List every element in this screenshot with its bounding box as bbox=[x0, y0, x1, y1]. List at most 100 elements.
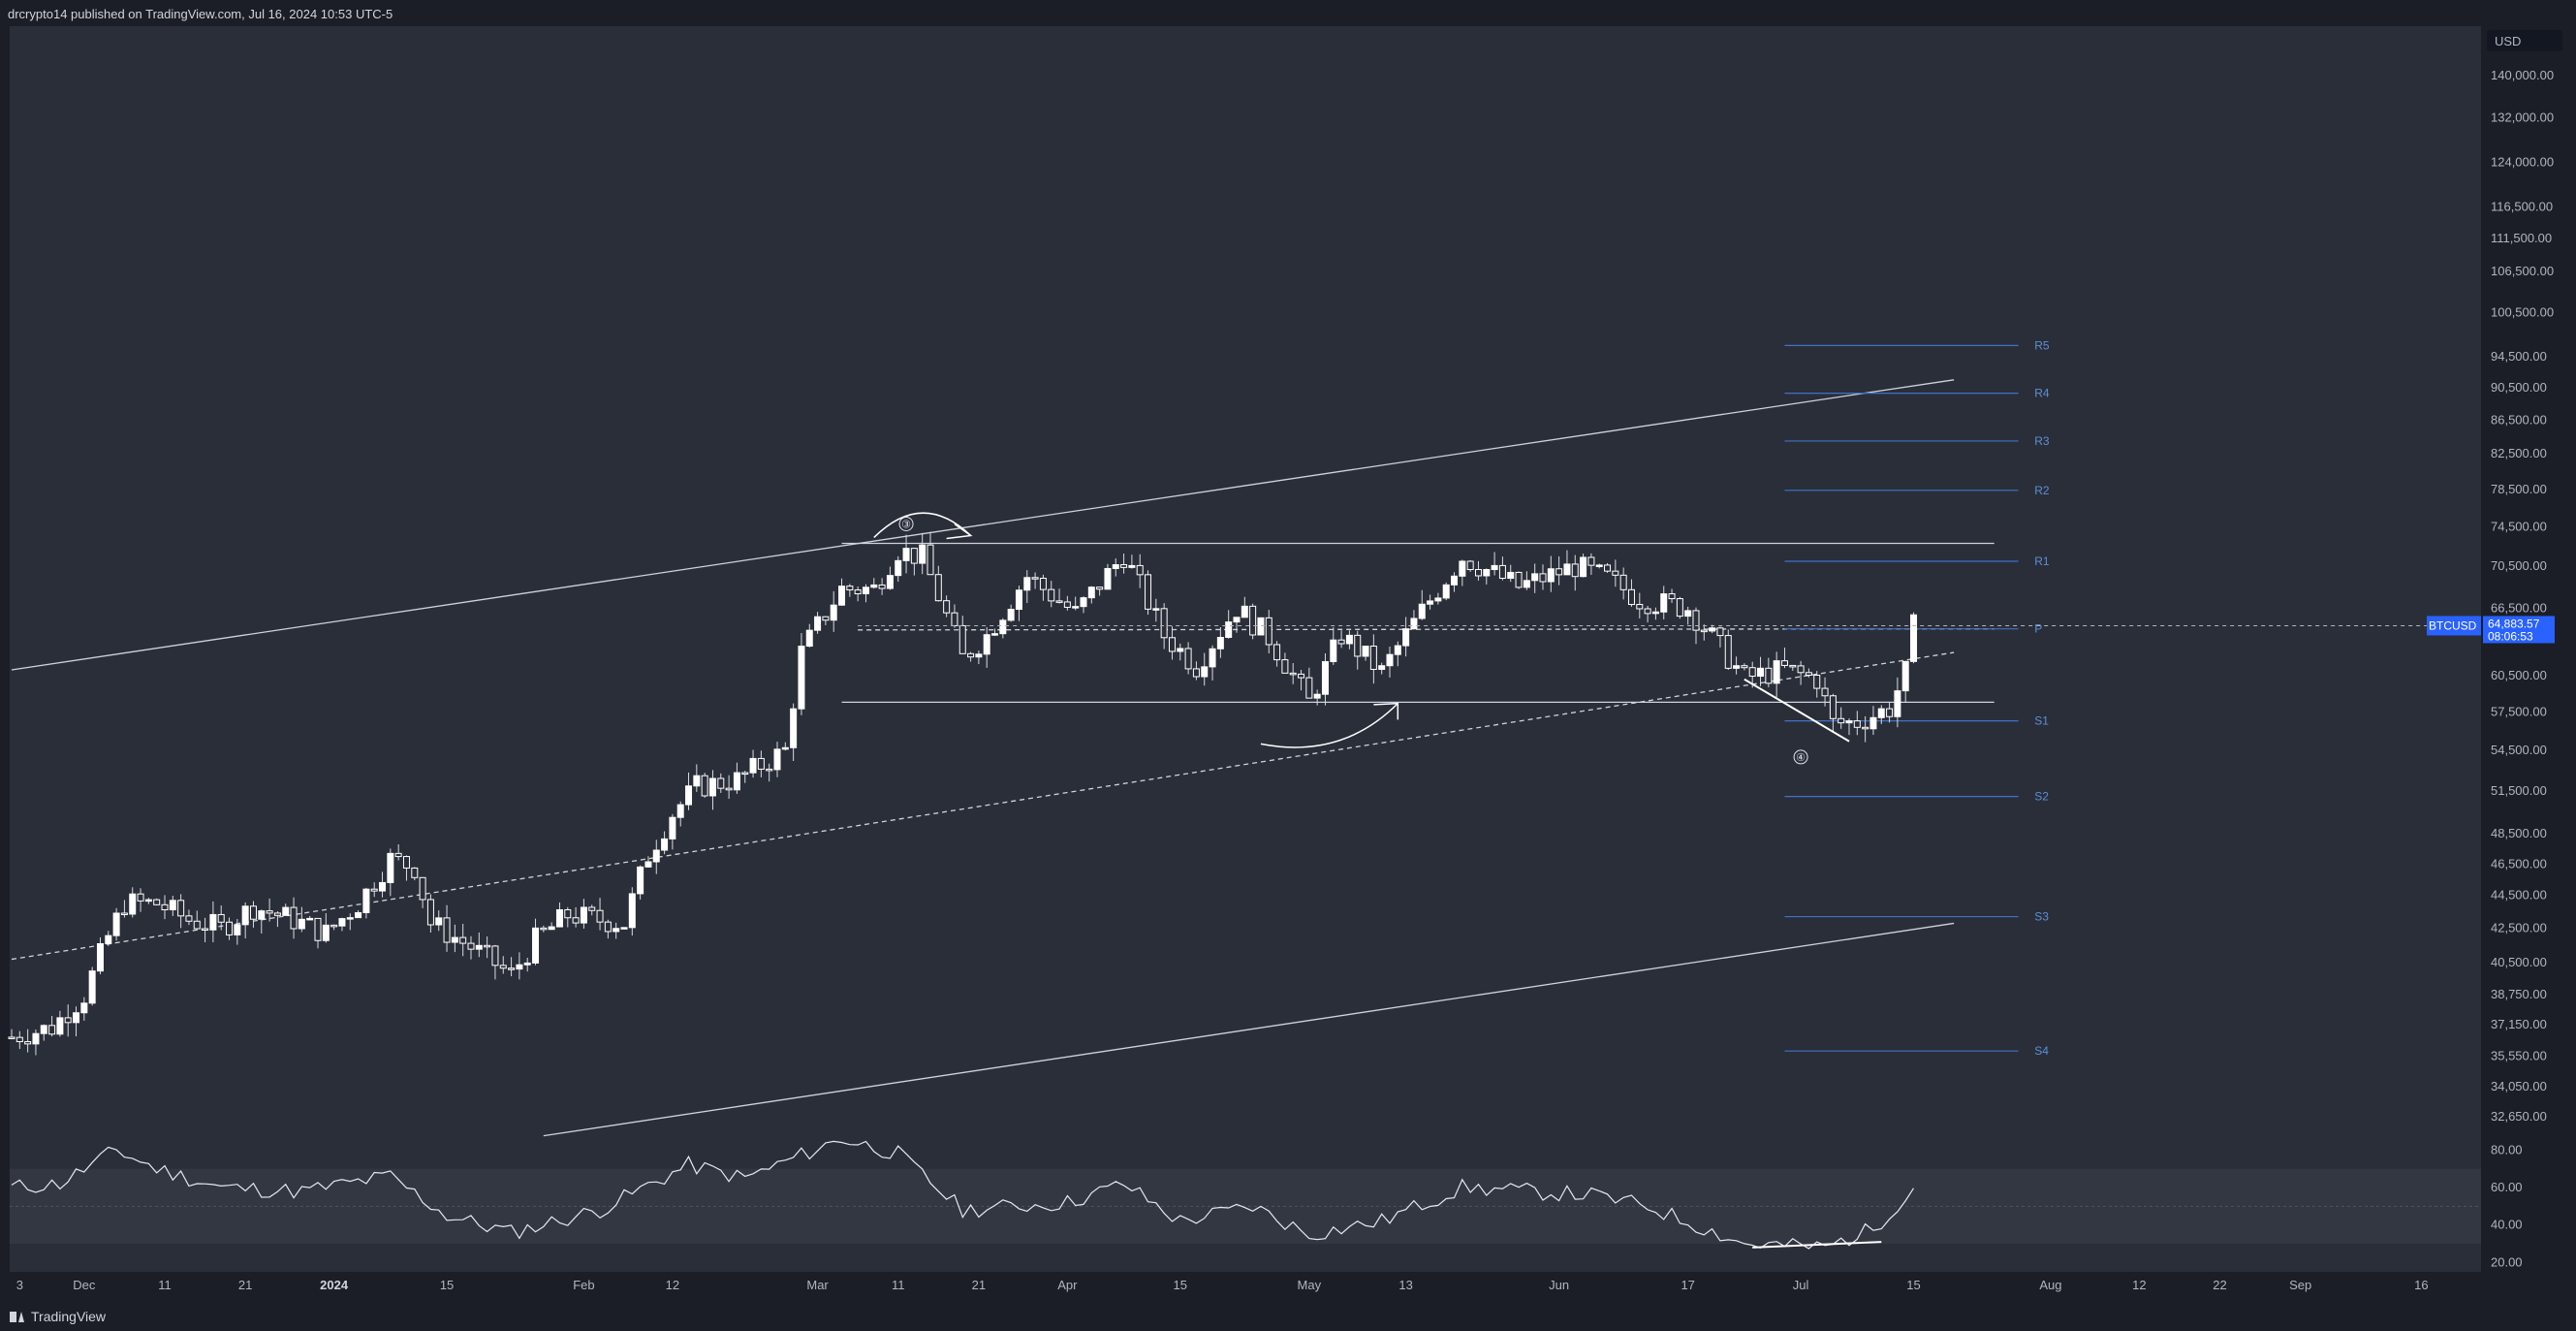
candle bbox=[934, 565, 942, 602]
candle-body bbox=[40, 1025, 47, 1034]
candle bbox=[613, 922, 620, 939]
wave-label-circle bbox=[1793, 749, 1808, 765]
candle-body bbox=[644, 861, 652, 868]
candle bbox=[1015, 586, 1022, 621]
candle-body bbox=[1660, 593, 1668, 613]
y-tick-label: 44,500.00 bbox=[2491, 888, 2547, 903]
x-tick-label: 22 bbox=[2213, 1278, 2226, 1292]
candle bbox=[1427, 594, 1434, 610]
candle bbox=[484, 935, 491, 959]
candle bbox=[144, 898, 152, 904]
candle bbox=[1466, 559, 1474, 572]
candle bbox=[798, 633, 805, 715]
candle-body bbox=[1249, 605, 1257, 636]
candle bbox=[781, 742, 789, 751]
candle bbox=[1580, 554, 1587, 578]
candle-body bbox=[1410, 618, 1418, 630]
x-tick-label: 17 bbox=[1681, 1278, 1694, 1292]
candle bbox=[1644, 605, 1651, 623]
candle-body bbox=[1402, 628, 1410, 647]
candle bbox=[177, 894, 185, 929]
currency-badge[interactable] bbox=[2487, 30, 2562, 51]
candle-body bbox=[1901, 660, 1909, 692]
candle bbox=[548, 922, 555, 931]
candle-body bbox=[555, 909, 563, 928]
candle bbox=[1869, 706, 1877, 736]
candle bbox=[1862, 715, 1869, 743]
candle bbox=[258, 909, 266, 934]
candle bbox=[419, 876, 426, 908]
candle bbox=[1483, 568, 1491, 585]
candle-body bbox=[120, 912, 128, 915]
candle-body bbox=[685, 785, 693, 806]
candle bbox=[878, 578, 886, 595]
candle bbox=[241, 902, 249, 939]
arc-arrow-top-head bbox=[946, 523, 973, 540]
candle bbox=[596, 898, 604, 931]
pivot-label-r5: R5 bbox=[2034, 338, 2050, 352]
candle bbox=[16, 1030, 23, 1050]
tradingview-brand[interactable]: TradingView bbox=[10, 1309, 106, 1324]
candle bbox=[733, 762, 740, 794]
candle bbox=[620, 927, 628, 930]
wave-label-circle bbox=[898, 517, 914, 532]
candle-body bbox=[781, 746, 789, 750]
candle-body bbox=[693, 775, 701, 787]
candle-body bbox=[999, 619, 1007, 635]
candle-body bbox=[1716, 627, 1724, 637]
candle-body bbox=[708, 777, 716, 797]
y-tick-label: 34,050.00 bbox=[2491, 1079, 2547, 1093]
candle-body bbox=[1160, 608, 1168, 639]
candle-body bbox=[1007, 609, 1015, 621]
candle bbox=[604, 919, 612, 939]
candle bbox=[1055, 588, 1063, 604]
candle bbox=[443, 904, 451, 952]
chart-area[interactable]: 140,000.00 132,000.00 124,000.00 116,500.00… bbox=[0, 26, 2576, 1299]
candle bbox=[830, 590, 837, 632]
candle bbox=[1716, 626, 1724, 648]
candle bbox=[314, 917, 322, 949]
candle bbox=[676, 801, 684, 827]
candle-body bbox=[967, 652, 975, 658]
candle bbox=[854, 586, 862, 602]
rsi-line bbox=[11, 1140, 1915, 1250]
candle bbox=[1587, 553, 1595, 576]
currency-label[interactable]: USD bbox=[2495, 34, 2521, 48]
candle-body bbox=[1894, 690, 1901, 717]
candle-body bbox=[1515, 571, 1523, 588]
candle-body bbox=[676, 804, 684, 818]
candle-body bbox=[588, 906, 596, 911]
candle bbox=[652, 840, 660, 874]
candle bbox=[169, 896, 176, 916]
candle bbox=[1797, 660, 1805, 685]
candle bbox=[1281, 652, 1289, 674]
x-tick-label: 2024 bbox=[320, 1278, 349, 1292]
candle bbox=[193, 910, 201, 931]
candle bbox=[814, 612, 822, 634]
x-tick-label: Jul bbox=[1793, 1278, 1809, 1292]
candle-body bbox=[193, 920, 201, 930]
candle-body bbox=[249, 905, 257, 920]
candle-body bbox=[1023, 577, 1031, 591]
candle-body bbox=[717, 777, 725, 789]
candle bbox=[153, 898, 161, 906]
candle-body bbox=[484, 944, 491, 948]
candle-body bbox=[435, 917, 443, 926]
candle-body bbox=[1087, 586, 1095, 599]
candle bbox=[749, 749, 757, 778]
x-tick-label: Jun bbox=[1549, 1278, 1569, 1292]
candle bbox=[1805, 668, 1812, 678]
candle bbox=[580, 899, 587, 929]
candle-body bbox=[426, 899, 434, 926]
wave-label-4: ④ bbox=[1796, 752, 1806, 764]
candle-body bbox=[1305, 677, 1313, 699]
y-tick-label: 86,500.00 bbox=[2491, 412, 2547, 427]
candle-body bbox=[1741, 665, 1748, 669]
x-tick-label: 11 bbox=[158, 1278, 172, 1292]
candle-body bbox=[73, 1012, 80, 1024]
candle bbox=[1321, 652, 1329, 706]
candle bbox=[467, 935, 475, 960]
candlestick-chart[interactable]: 140,000.00 132,000.00 124,000.00 116,500.00… bbox=[0, 26, 2576, 1299]
candle bbox=[1410, 610, 1418, 630]
candle bbox=[588, 904, 596, 916]
